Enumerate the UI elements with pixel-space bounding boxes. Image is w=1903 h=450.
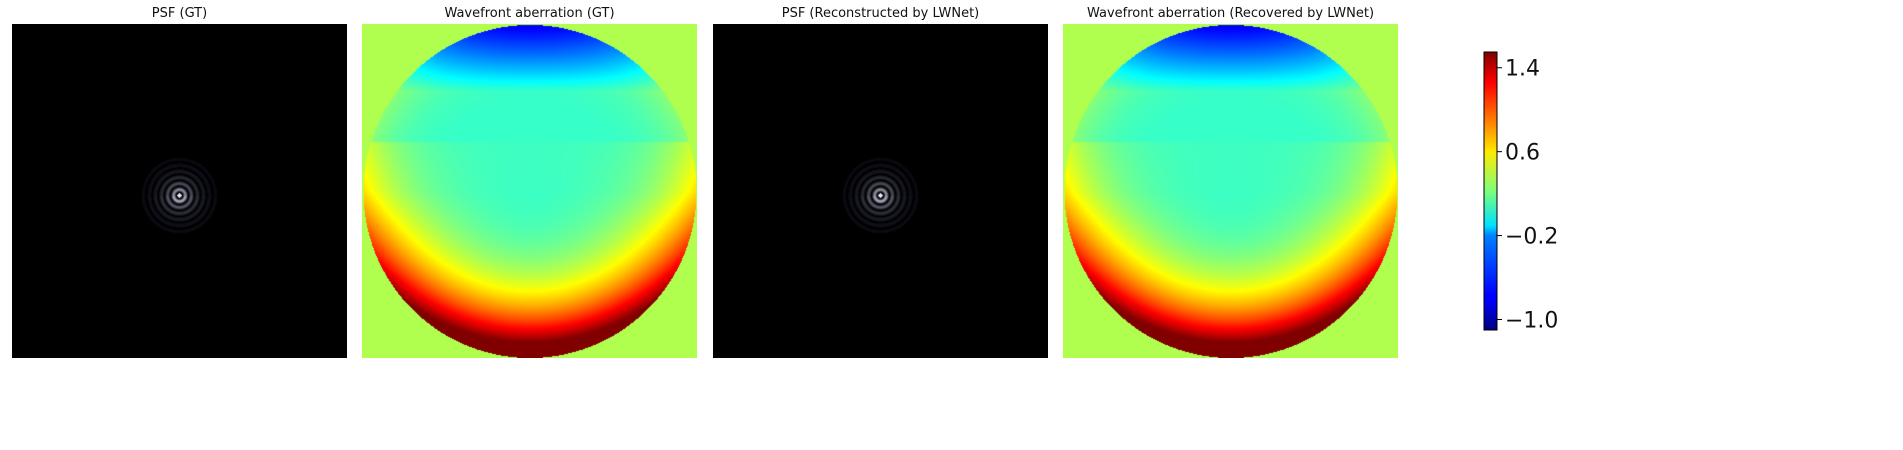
panel-title: Wavefront aberration (Recovered by LWNet…	[1086, 6, 1375, 21]
panel-wavefront-gt: Wavefront aberration (GT)	[362, 0, 697, 360]
wavefront-recovered-image	[1063, 24, 1398, 358]
wavefront-gt-image	[362, 24, 697, 358]
colorbar-tick-label: 0.6	[1505, 141, 1540, 166]
colorbar-ticks: −1.0 −0.2 0.6 1.4	[1497, 57, 1558, 334]
panel-wavefront-recovered: Wavefront aberration (Recovered by LWNet…	[1063, 0, 1398, 360]
colorbar-tick-label: −1.0	[1505, 309, 1558, 334]
panel-title: PSF (Reconstructed by LWNet)	[781, 6, 980, 21]
colorbar-tick-label: −0.2	[1505, 225, 1558, 250]
panel-psf-reconstructed: PSF (Reconstructed by LWNet)	[713, 0, 1048, 360]
psf-reconstructed-image	[713, 24, 1048, 358]
psf-gt-image	[12, 24, 347, 358]
colorbar-gradient	[1483, 51, 1498, 331]
colorbar-tick-label: 1.4	[1505, 57, 1540, 82]
panel-psf-gt: PSF (GT)	[12, 0, 347, 360]
panel-title: Wavefront aberration (GT)	[444, 6, 615, 21]
panel-title: PSF (GT)	[151, 6, 208, 21]
colorbar: −1.0 −0.2 0.6 1.4	[1483, 51, 1558, 334]
